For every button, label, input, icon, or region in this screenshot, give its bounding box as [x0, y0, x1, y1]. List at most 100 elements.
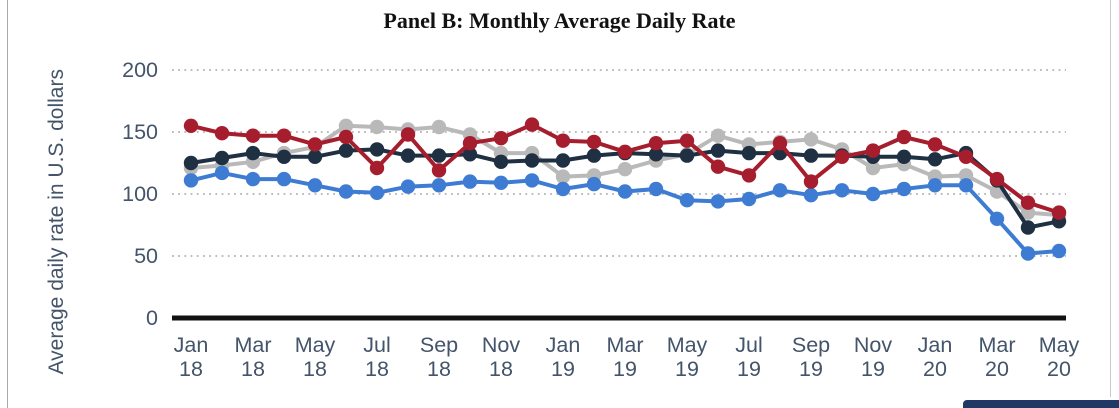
series-dark-red-point	[462, 136, 478, 151]
series-gray-point	[803, 132, 819, 147]
series-dark-red-point	[927, 137, 943, 152]
series-dark-red-point	[1020, 195, 1036, 210]
x-tick-label: Jul 18	[363, 333, 390, 381]
series-dark-red-point	[555, 133, 571, 148]
series-navy-point	[276, 149, 292, 164]
y-tick-label: 200	[122, 58, 158, 82]
series-blue-point	[927, 178, 943, 193]
series-blue-point	[679, 193, 695, 208]
series-dark-red-point	[493, 131, 509, 146]
series-dark-red-point	[834, 149, 850, 164]
series-dark-red-point	[307, 137, 323, 152]
series-blue-point	[183, 173, 199, 188]
x-tick-label: Jan 20	[918, 333, 953, 381]
series-dark-red-point	[586, 134, 602, 150]
series-blue-point	[338, 184, 354, 199]
series-dark-red-point	[989, 171, 1005, 187]
series-dark-red-point	[338, 129, 354, 145]
series-dark-red-point	[772, 136, 788, 151]
series-blue-point	[245, 171, 261, 187]
series-navy-point	[927, 152, 943, 167]
x-tick-label: Jul 19	[735, 333, 762, 381]
series-navy-point	[338, 143, 354, 158]
series-navy-point	[431, 148, 447, 163]
series-navy-point	[803, 148, 819, 163]
series-blue-point	[648, 181, 664, 197]
series-blue-point	[865, 186, 881, 202]
series-blue-point	[741, 191, 757, 207]
series-blue-point	[400, 179, 416, 194]
x-tick-label: Mar 18	[234, 333, 271, 381]
page-left-border	[7, 0, 8, 408]
x-tick-label: Sep 19	[792, 333, 830, 381]
series-gray-point	[865, 160, 881, 176]
x-tick-label: Jan 18	[174, 333, 209, 381]
series-navy-point	[400, 148, 416, 163]
series-gray-point	[958, 168, 974, 183]
series-dark-red-point	[245, 128, 261, 143]
x-tick-label: May 19	[667, 333, 708, 381]
series-blue-point	[803, 188, 819, 203]
x-tick-label: Jan 19	[546, 333, 581, 381]
x-tick-label: May 18	[295, 333, 336, 381]
series-navy-point	[493, 154, 509, 169]
x-tick-label: Mar 19	[606, 333, 643, 381]
series-gray-point	[369, 119, 385, 135]
series-dark-red-point	[276, 128, 292, 143]
series-dark-red-point	[431, 163, 447, 178]
series-blue-point	[958, 178, 974, 193]
y-tick-label: 50	[134, 244, 158, 268]
series-dark-red-point	[214, 126, 230, 141]
series-gray-point	[710, 128, 726, 143]
y-tick-label: 100	[122, 182, 158, 206]
series-blue-point	[431, 178, 447, 193]
series-navy-point	[710, 143, 726, 158]
series-navy-point	[1020, 220, 1036, 235]
series-dark-red-point	[617, 144, 633, 159]
series-blue-point	[772, 183, 788, 198]
series-navy-point	[648, 147, 664, 162]
y-tick-label: 150	[122, 120, 158, 144]
series-blue-point	[524, 173, 540, 188]
series-navy-point	[462, 147, 478, 162]
series-blue-point	[369, 185, 385, 200]
series-blue-point	[617, 184, 633, 199]
series-blue-point	[710, 194, 726, 209]
y-axis-title: Average daily rate in U.S. dollars	[45, 69, 69, 375]
x-tick-label: Nov 19	[854, 333, 892, 381]
series-blue-point	[214, 165, 230, 181]
series-blue-point	[307, 178, 323, 193]
series-navy-point	[741, 145, 757, 161]
series-blue-point	[462, 174, 478, 189]
series-dark-red-point	[865, 143, 881, 158]
series-blue-point	[989, 211, 1005, 226]
series-navy-point	[524, 153, 540, 168]
series-navy-point	[555, 153, 571, 168]
page-right-border	[1110, 0, 1111, 397]
series-blue-point	[555, 181, 571, 197]
series-navy-point	[307, 149, 323, 164]
series-dark-red-point	[369, 160, 385, 176]
series-blue-point	[1051, 243, 1067, 259]
series-navy-point	[245, 145, 261, 161]
series-navy-point	[896, 149, 912, 164]
corner-accent-bar	[963, 400, 1119, 408]
series-dark-red-point	[803, 174, 819, 189]
series-navy-point	[586, 148, 602, 163]
series-navy-point	[214, 150, 230, 166]
x-tick-label: May 20	[1039, 333, 1080, 381]
series-navy-point	[369, 142, 385, 157]
x-tick-label: Mar 20	[978, 333, 1015, 381]
y-tick-label: 0	[146, 306, 158, 330]
series-gray-point	[617, 162, 633, 177]
series-dark-red-point	[648, 136, 664, 151]
x-tick-label: Sep 18	[420, 333, 458, 381]
x-tick-label: Nov 18	[482, 333, 520, 381]
series-dark-red-point	[741, 168, 757, 183]
series-blue-point	[1020, 246, 1036, 261]
chart-title: Panel B: Monthly Average Daily Rate	[383, 8, 736, 33]
series-blue-point	[276, 171, 292, 187]
series-dark-red-point	[400, 127, 416, 142]
